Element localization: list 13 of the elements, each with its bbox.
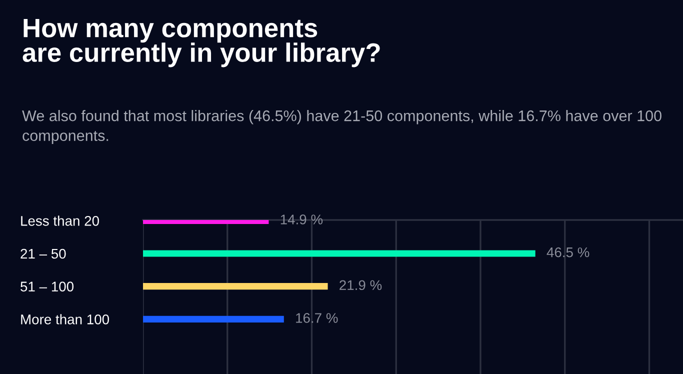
bar: [143, 283, 328, 290]
y-tick-label: 21 – 50: [20, 248, 66, 259]
data-label: 14.9 %: [280, 214, 323, 224]
data-label: 16.7 %: [296, 313, 338, 323]
y-tick-label: More than 100: [21, 314, 110, 324]
chart-title: How many components are currently in your library?: [22, 18, 380, 68]
bar: [143, 250, 536, 257]
y-tick-label: 51 – 100: [20, 282, 74, 292]
bar: [143, 316, 284, 322]
data-label: 46.5 %: [546, 247, 590, 258]
data-label: 21.9 %: [340, 280, 382, 290]
y-tick-label: Less than 20: [21, 216, 99, 226]
chart-subtitle: We also found that most libraries (46.5%) have 21-50 components, while 16.7% have over 100 components.: [22, 110, 662, 144]
